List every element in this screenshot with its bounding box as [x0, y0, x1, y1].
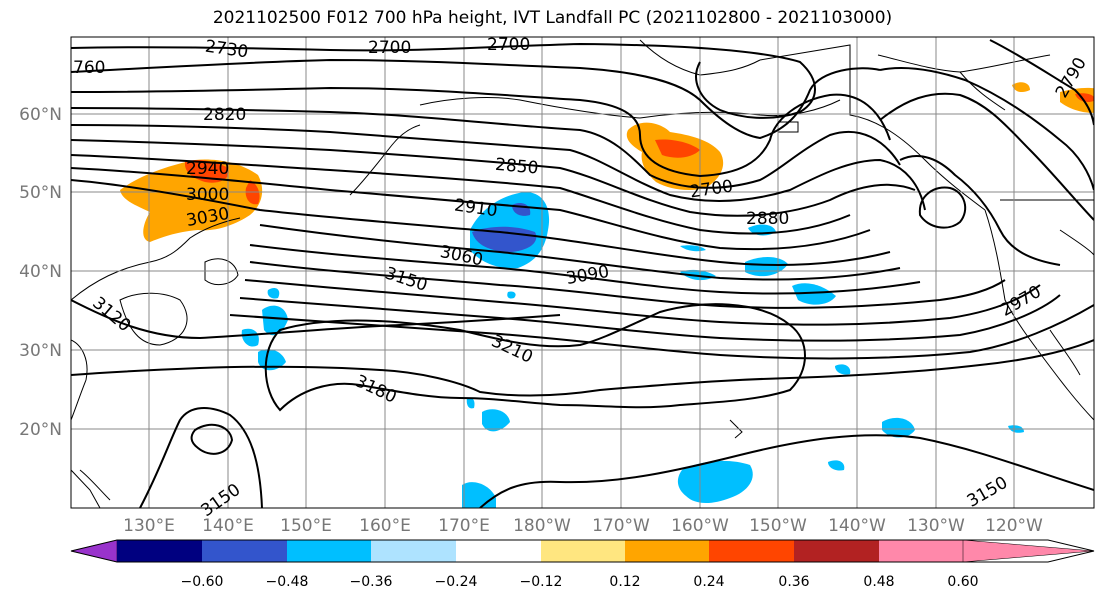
- lat-labels: 60°N 50°N 40°N 30°N 20°N: [19, 105, 62, 440]
- colorbar: −0.60 −0.48 −0.36 −0.24 −0.12 0.12 0.24 …: [70, 539, 1095, 590]
- lon-label: 150°E: [280, 516, 332, 536]
- contour-label: 2820: [203, 105, 246, 125]
- lon-label: 140°W: [828, 516, 886, 536]
- lat-label: 20°N: [19, 420, 62, 440]
- height-contours: [71, 39, 1094, 508]
- colorbar-extend-max: [962, 539, 1095, 563]
- contour-label: 2940: [186, 159, 229, 179]
- colorbar-tick-label: −0.36: [350, 574, 393, 590]
- colorbar-tick-label: −0.48: [266, 574, 309, 590]
- colorbar-segment: [371, 540, 456, 562]
- lon-label: 130°E: [123, 516, 175, 536]
- plot-title: 2021102500 F012 700 hPa height, IVT Land…: [212, 8, 893, 28]
- lat-label: 30°N: [19, 341, 62, 361]
- map-border: [70, 36, 1095, 509]
- contour-label: 2700: [487, 35, 530, 55]
- lon-label: 130°W: [907, 516, 965, 536]
- colorbar-tick-label: 0.12: [609, 574, 640, 590]
- colorbar-tick-label: 0.24: [693, 574, 724, 590]
- lat-label: 60°N: [19, 105, 62, 125]
- colorbar-segment: [541, 540, 626, 562]
- lon-label: 120°W: [985, 516, 1043, 536]
- lon-labels: 130°E 140°E 150°E 160°E 170°E 180°W 170°…: [123, 516, 1043, 536]
- colorbar-tick-label: −0.24: [435, 574, 478, 590]
- colorbar-tick-label: −0.60: [181, 574, 224, 590]
- contour-label: 760: [73, 58, 105, 78]
- contour-label: 2700: [368, 38, 411, 58]
- lon-label: 160°E: [359, 516, 411, 536]
- contour-label: 2850: [494, 155, 539, 179]
- colorbar-extend-min: [70, 539, 118, 563]
- contour-label: 3000: [186, 185, 229, 205]
- lon-label: 180°W: [513, 516, 571, 536]
- colorbar-segment: [879, 540, 964, 562]
- lon-label: 170°E: [438, 516, 490, 536]
- colorbar-tick-label: 0.60: [947, 574, 978, 590]
- colorbar-segment: [117, 540, 202, 562]
- colorbar-segment: [202, 540, 287, 562]
- contour-label: 2880: [746, 209, 789, 229]
- colorbar-segment: [287, 540, 372, 562]
- colorbar-tick-label: 0.48: [863, 574, 894, 590]
- lon-label: 140°E: [202, 516, 254, 536]
- lon-label: 160°W: [671, 516, 729, 536]
- colorbar-tick-label: 0.36: [778, 574, 809, 590]
- colorbar-segment: [794, 540, 879, 562]
- lon-label: 170°W: [592, 516, 650, 536]
- lat-label: 50°N: [19, 183, 62, 203]
- colorbar-segment: [625, 540, 710, 562]
- gridlines: [71, 37, 1094, 508]
- lon-label: 150°W: [749, 516, 807, 536]
- colorbar-segment: [709, 540, 794, 562]
- colorbar-tick-label: −0.12: [520, 574, 563, 590]
- colorbar-segment: [456, 540, 541, 562]
- lat-label: 40°N: [19, 262, 62, 282]
- colorbar-outline: [70, 539, 1095, 563]
